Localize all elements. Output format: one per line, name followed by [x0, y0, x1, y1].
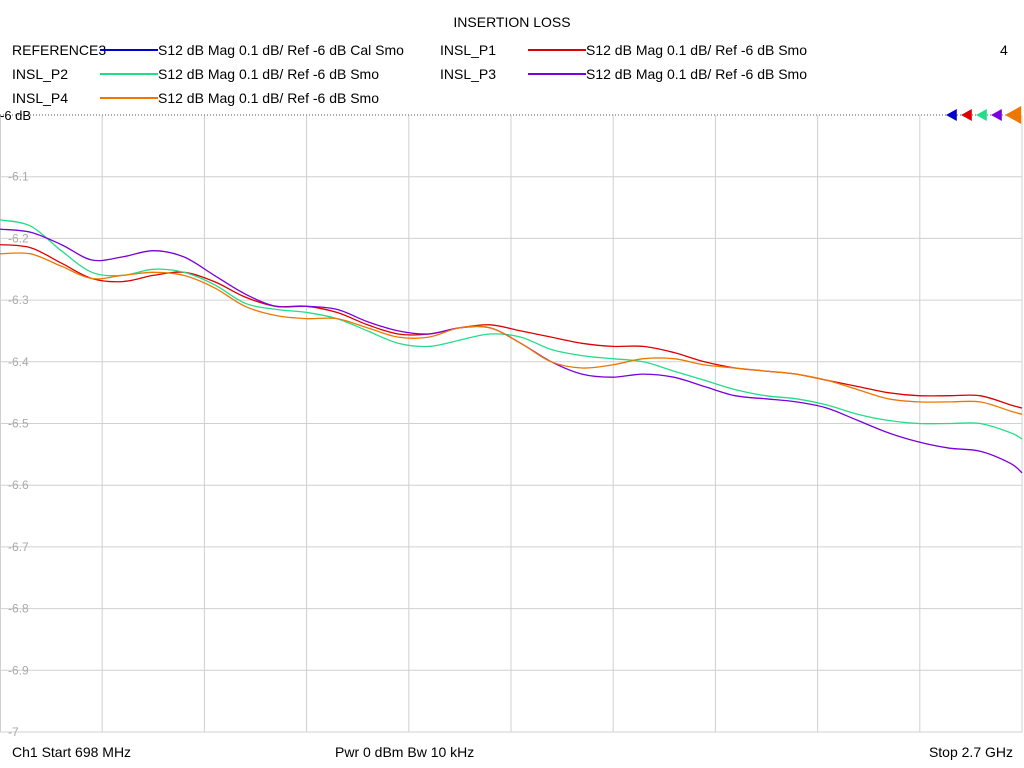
legend-trace-name: INSL_P4 [12, 90, 69, 106]
y-tick-label: -7 [8, 725, 19, 739]
legend-entry-insl-p1[interactable]: INSL_P1 S12 dB Mag 0.1 dB/ Ref -6 dB Smo [440, 41, 830, 59]
legend-trace-name: REFERENCE3 [12, 42, 107, 58]
y-tick-label: -6.7 [8, 540, 29, 554]
start-frequency: Ch1 Start 698 MHz [12, 744, 132, 760]
marker-triangle-insl-p3[interactable] [991, 109, 1002, 121]
stop-frequency: Stop 2.7 GHz [928, 744, 1013, 760]
legend-trace-format: S12 dB Mag 0.1 dB/ Ref -6 dB Cal Smo [158, 42, 404, 58]
legend-trace-format: S12 dB Mag 0.1 dB/ Ref -6 dB Smo [586, 42, 808, 58]
grid [0, 115, 1023, 733]
trace-insl-p1 [0, 243, 1023, 409]
trace-insl-p2 [0, 219, 1023, 440]
marker-triangle-insl-p2[interactable] [976, 109, 987, 121]
marker-triangle-reference3[interactable] [946, 109, 957, 121]
legend-trace-name: INSL_P3 [440, 66, 497, 82]
power-bandwidth: Pwr 0 dBm Bw 10 kHz [335, 744, 475, 760]
reference-markers[interactable] [946, 106, 1022, 124]
legend-entry-insl-p2[interactable]: INSL_P2 S12 dB Mag 0.1 dB/ Ref -6 dB Smo [12, 65, 422, 83]
legend-trace-name: INSL_P2 [12, 66, 69, 82]
legend-trace-format: S12 dB Mag 0.1 dB/ Ref -6 dB Smo [158, 90, 380, 106]
legend-color-swatch [528, 49, 586, 51]
legend-trace-format: S12 dB Mag 0.1 dB/ Ref -6 dB Smo [158, 66, 380, 82]
legend-entry-reference3[interactable]: REFERENCE3 S12 dB Mag 0.1 dB/ Ref -6 dB … [12, 41, 422, 59]
trace-insl-p4 [0, 252, 1023, 415]
legend-color-swatch [100, 73, 158, 75]
y-tick-label: -6.2 [8, 231, 29, 245]
legend-entry-insl-p3[interactable]: INSL_P3 S12 dB Mag 0.1 dB/ Ref -6 dB Smo [440, 65, 830, 83]
y-tick-label: -6.1 [8, 170, 29, 184]
reference-level-label: -6 dB [0, 108, 31, 123]
y-tick-label: -6.9 [8, 663, 29, 677]
y-tick-label: -6.6 [8, 478, 29, 492]
legend-color-swatch [528, 73, 586, 75]
legend-trace-name: INSL_P1 [440, 42, 497, 58]
traces [0, 219, 1023, 474]
legend-color-swatch [100, 97, 158, 99]
y-tick-labels: -6.1 -6.2 -6.3 -6.4 -6.5 -6.6 -6.7 -6.8 -6.9 -7 [8, 170, 29, 739]
y-tick-label: -6.5 [8, 417, 29, 431]
legend-trace-format: S12 dB Mag 0.1 dB/ Ref -6 dB Smo [586, 66, 808, 82]
y-tick-label: -6.3 [8, 293, 29, 307]
legend-entry-insl-p4[interactable]: INSL_P4 S12 dB Mag 0.1 dB/ Ref -6 dB Smo [12, 89, 422, 107]
channel-number: 4 [1000, 42, 1008, 58]
y-tick-label: -6.8 [8, 602, 29, 616]
marker-triangle-insl-p1[interactable] [961, 109, 972, 121]
legend-color-swatch [100, 49, 158, 51]
reference-level: -6 dB [0, 108, 1022, 123]
chart-title: INSERTION LOSS [453, 14, 571, 30]
marker-triangle-insl-p4[interactable] [1005, 106, 1022, 124]
y-tick-label: -6.4 [8, 355, 29, 369]
